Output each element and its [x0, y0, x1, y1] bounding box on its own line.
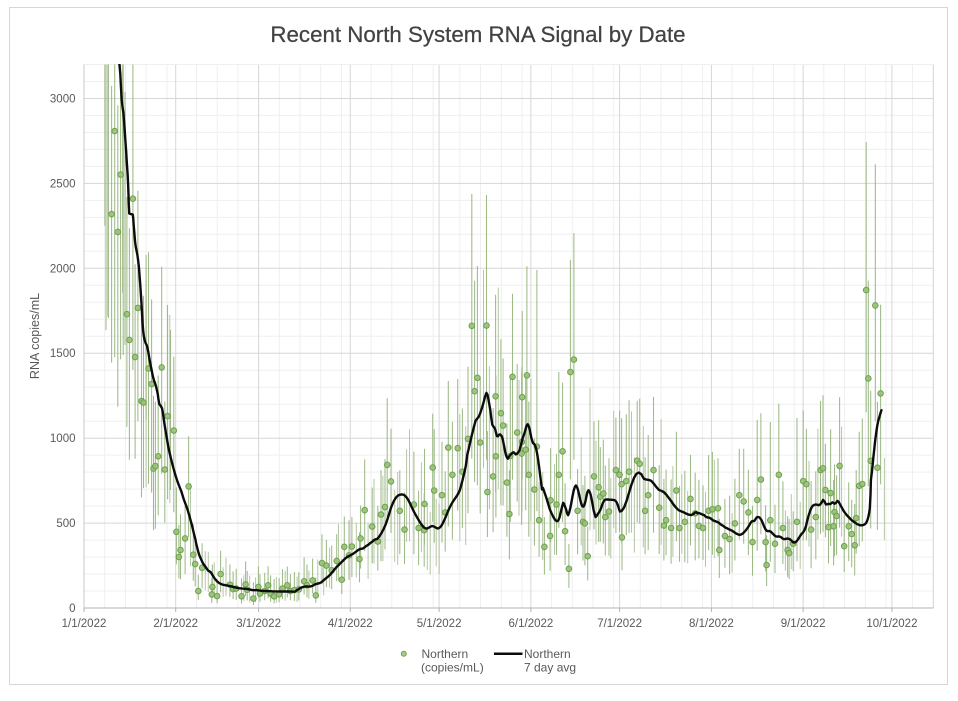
svg-text:5/1/2022: 5/1/2022 [417, 618, 462, 630]
svg-text:Northern: Northern [524, 647, 571, 661]
svg-text:RNA copies/mL: RNA copies/mL [28, 293, 42, 379]
svg-text:Northern: Northern [422, 647, 469, 661]
svg-text:10/1/2022: 10/1/2022 [866, 618, 917, 630]
svg-text:3/1/2022: 3/1/2022 [236, 618, 281, 630]
svg-text:8/1/2022: 8/1/2022 [689, 618, 734, 630]
svg-text:7 day avg: 7 day avg [524, 661, 576, 675]
svg-text:9/1/2022: 9/1/2022 [781, 618, 826, 630]
svg-text:1500: 1500 [50, 348, 76, 360]
svg-text:1000: 1000 [50, 433, 76, 445]
svg-text:6/1/2022: 6/1/2022 [509, 618, 554, 630]
svg-text:(copies/mL): (copies/mL) [421, 661, 484, 675]
svg-text:3000: 3000 [50, 94, 76, 106]
svg-text:0: 0 [69, 603, 75, 615]
svg-text:2/1/2022: 2/1/2022 [153, 618, 198, 630]
svg-text:500: 500 [56, 518, 75, 530]
svg-text:2000: 2000 [50, 263, 76, 275]
svg-text:Recent North System RNA Signal: Recent North System RNA Signal by Date [270, 22, 685, 47]
svg-text:7/1/2022: 7/1/2022 [597, 618, 642, 630]
svg-text:4/1/2022: 4/1/2022 [328, 618, 373, 630]
svg-text:1/1/2022: 1/1/2022 [62, 618, 107, 630]
svg-text:2500: 2500 [50, 178, 76, 190]
